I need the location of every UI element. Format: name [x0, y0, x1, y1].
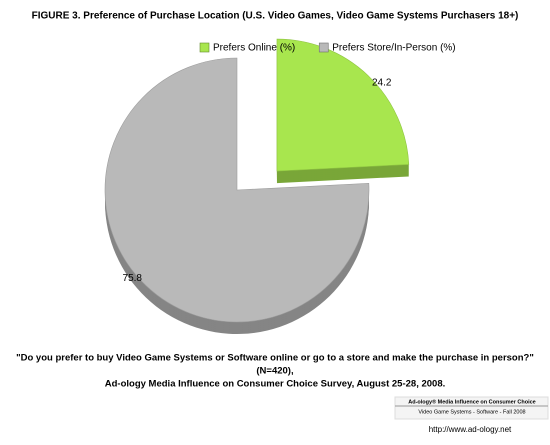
data-label: 24.2: [372, 78, 392, 89]
legend-label: Prefers Store/In-Person (%): [332, 43, 455, 54]
legend-swatch: [199, 42, 210, 53]
source: Ad-ology Media Influence on Consumer Cho…: [105, 379, 446, 390]
slice: [104, 57, 370, 323]
legend: Prefers Online (%) Prefers Store/In-Perso…: [199, 42, 456, 54]
question: "Do you prefer to buy Video Game Systems…: [16, 353, 534, 364]
slice: [276, 38, 410, 172]
data-label: 75.8: [123, 273, 143, 284]
badge-line1: Ad-ology® Media Influence on Consumer Ch…: [408, 398, 536, 405]
badge-url: http://www.ad-ology.net: [429, 425, 512, 434]
chart-title: FIGURE 3. Preference of Purchase Locatio…: [32, 11, 519, 22]
badge-box: [394, 396, 549, 420]
pie: 24.2 75.8: [104, 38, 410, 334]
sample-size: (N=420),: [256, 366, 293, 377]
legend-swatch: [318, 42, 329, 53]
legend-label: Prefers Online (%): [213, 43, 295, 54]
badge-line2: Video Game Systems - Software - Fall 200…: [418, 409, 525, 415]
